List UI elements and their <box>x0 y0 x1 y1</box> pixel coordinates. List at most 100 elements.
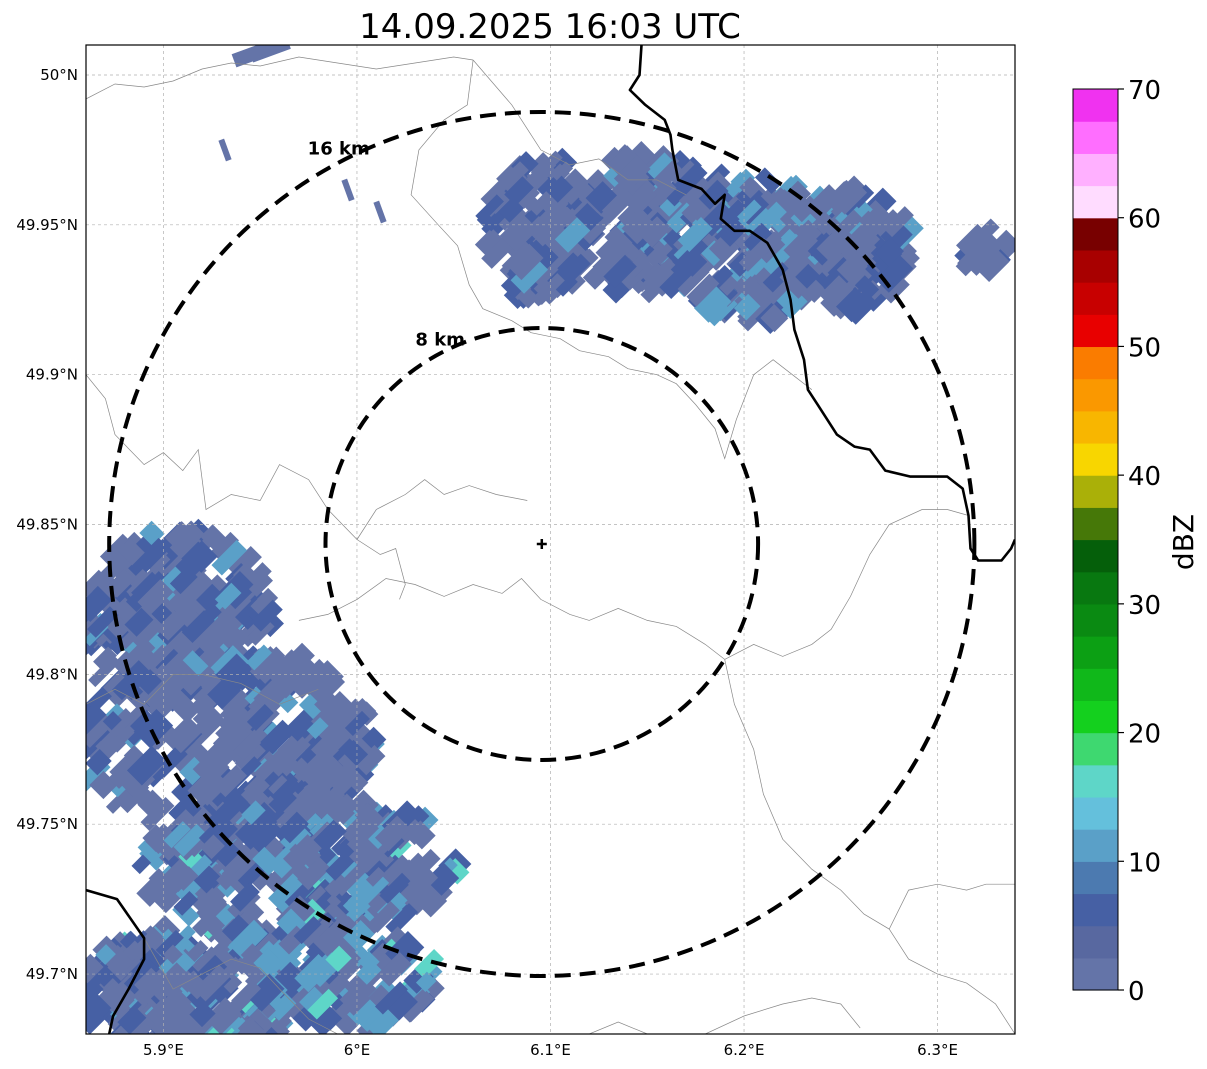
echo-cell <box>779 208 807 235</box>
echo-cell <box>510 256 549 294</box>
echo-cell <box>250 599 283 632</box>
echo-cell <box>645 152 678 185</box>
echo-cell <box>291 664 326 699</box>
echo-cell <box>123 958 160 995</box>
echo-cell <box>221 914 252 944</box>
colorbar-swatch <box>1073 153 1118 187</box>
echo-cell <box>268 787 301 820</box>
admin-boundary-line <box>86 674 319 705</box>
echo-cell <box>283 834 322 873</box>
radar-site-marker <box>536 538 547 549</box>
colorbar-tick-label: 60 <box>1128 205 1161 235</box>
echo-cell <box>203 914 226 937</box>
echo-cell <box>145 549 171 575</box>
echo-cell <box>175 556 200 581</box>
echo-cell <box>325 849 357 881</box>
echo-cell <box>108 758 139 789</box>
echo-cell <box>643 178 677 212</box>
echo-cell <box>603 254 637 289</box>
echo-cell <box>367 1008 399 1034</box>
echo-cell <box>339 975 377 1013</box>
echo-cell <box>316 792 346 822</box>
echo-cell <box>313 927 343 957</box>
echo-cell <box>309 1005 342 1034</box>
echo-cell <box>354 802 385 833</box>
echo-cell <box>618 226 647 255</box>
echo-cell <box>136 669 163 695</box>
echo-cell <box>762 262 793 293</box>
echo-cell <box>240 784 267 810</box>
colorbar-frame <box>1072 88 1119 991</box>
echo-cell <box>255 650 289 684</box>
echo-cell <box>117 537 145 566</box>
echo-cell <box>743 223 773 253</box>
echo-cell <box>795 263 820 289</box>
colorbar-tick-label: 40 <box>1128 462 1161 492</box>
colorbar-swatch <box>1073 507 1118 541</box>
echo-cell <box>379 872 411 904</box>
echo-cell <box>173 866 199 891</box>
echo-cell <box>137 579 174 615</box>
echo-cell <box>528 240 559 271</box>
echo-cell <box>214 582 242 610</box>
colorbar-swatch <box>1073 925 1118 959</box>
country-border-line <box>628 45 1015 562</box>
echo-cell <box>126 745 167 786</box>
echo-cell <box>219 728 254 763</box>
echo-cell <box>182 650 209 677</box>
echo-cell <box>694 286 731 323</box>
echo-cell <box>956 223 989 256</box>
admin-boundaries <box>86 56 1015 1034</box>
echo-cell <box>518 288 538 307</box>
echo-cell <box>260 719 295 755</box>
echo-cell <box>401 818 428 845</box>
echo-cell <box>333 863 367 897</box>
echo-cell <box>250 593 272 615</box>
echo-cell <box>155 929 184 958</box>
echo-cell <box>123 660 153 690</box>
reflectivity-echoes <box>86 45 1015 1034</box>
echo-cell <box>306 717 329 740</box>
echo-cell <box>253 948 285 979</box>
colorbar-swatch <box>1073 700 1118 734</box>
colorbar-tick-label: 10 <box>1128 848 1161 878</box>
echo-cell <box>310 735 339 764</box>
echo-cell <box>217 842 252 877</box>
echo-cell <box>231 979 262 1010</box>
lon-tick-label: 6.3°E <box>917 1041 958 1059</box>
echo-cell <box>117 1005 147 1034</box>
echo-cell <box>532 273 565 306</box>
echo-cell <box>638 216 671 248</box>
echo-cell <box>201 887 227 913</box>
echo-cell <box>819 275 854 310</box>
echo-cell <box>228 919 268 959</box>
colorbar-swatch <box>1073 861 1118 895</box>
echo-cell <box>882 206 914 238</box>
echo-cell <box>173 890 199 916</box>
colorbar-tick-label: 50 <box>1128 333 1161 363</box>
echo-cell <box>105 708 136 738</box>
colorbar-tick-label: 20 <box>1128 720 1161 750</box>
echo-cell <box>280 822 312 855</box>
echo-cell <box>173 823 207 857</box>
colorbar-swatch <box>1073 314 1118 348</box>
echo-cell <box>119 930 139 949</box>
echo-cell <box>215 717 247 749</box>
echo-cell <box>137 789 164 816</box>
echo-cell <box>677 264 710 297</box>
echo-cell <box>192 903 226 938</box>
admin-boundary-line <box>888 928 1015 1034</box>
echo-cell <box>367 984 391 1008</box>
echo-cell <box>797 276 824 303</box>
echo-cell <box>152 1017 188 1034</box>
echo-cell <box>874 237 905 267</box>
lat-tick-label: 49.7°N <box>26 965 78 983</box>
echo-cell <box>498 165 527 194</box>
echo-cell <box>738 237 773 272</box>
echo-cell <box>575 183 597 204</box>
axis-tick-labels: 5.9°E 6°E 6.1°E 6.2°E 6.3°E 50°N 49.95°N 49.9°N… <box>16 66 958 1059</box>
echo-cell <box>86 585 113 623</box>
admin-boundary-line <box>86 56 474 100</box>
colorbar-tick-label: 70 <box>1128 76 1161 106</box>
colorbar-swatch <box>1073 603 1118 637</box>
